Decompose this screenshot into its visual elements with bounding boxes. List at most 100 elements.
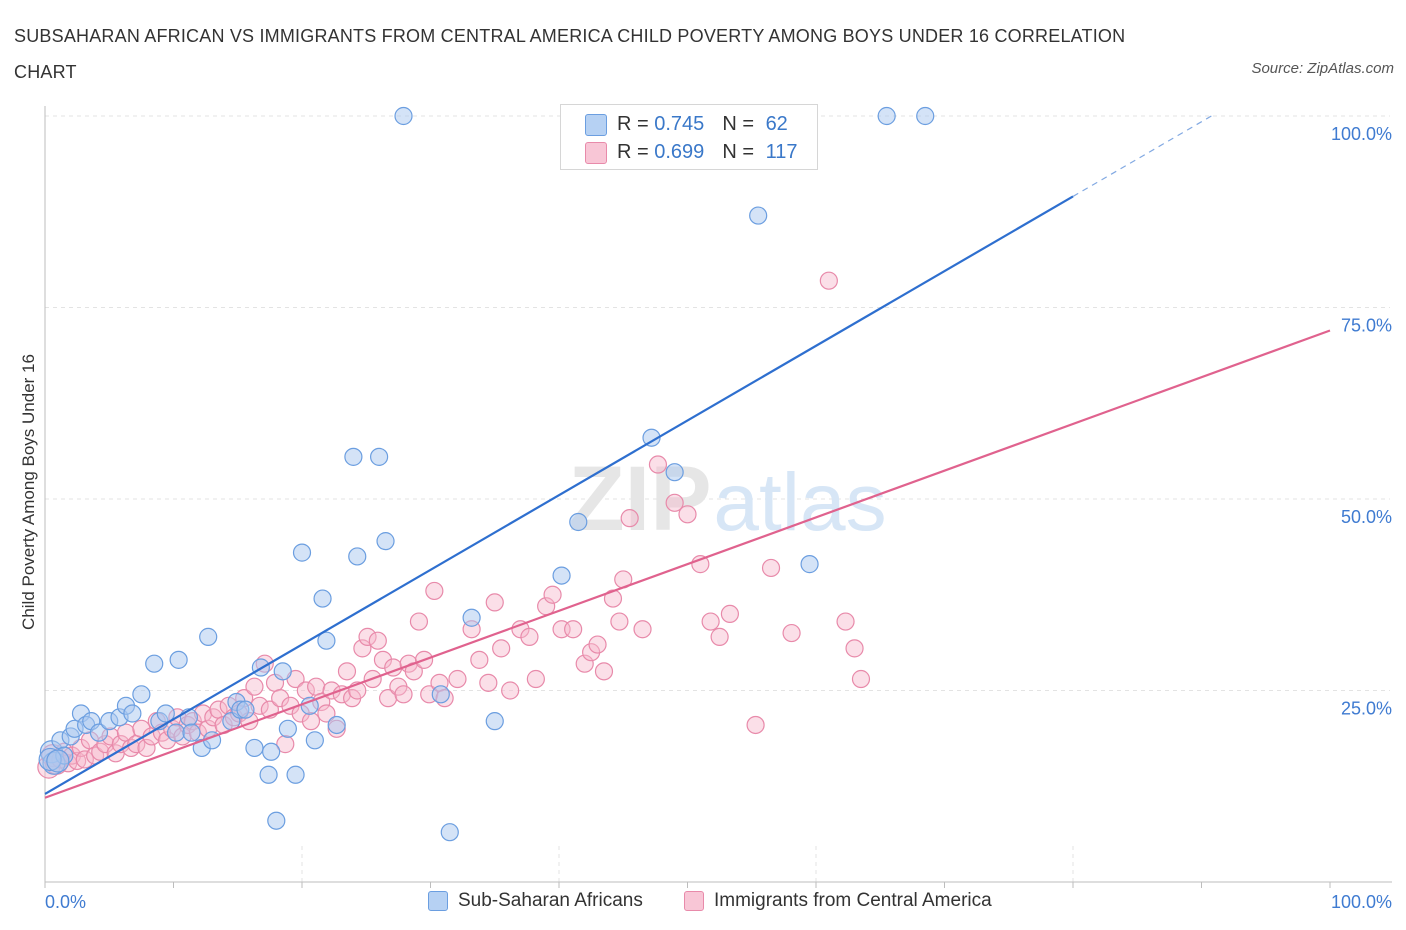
watermark: ZIP atlas [568,448,886,550]
data-point-subsaharan-africans [132,685,151,704]
data-point-immigrants-central-america [485,593,504,612]
data-point-subsaharan-africans [169,650,188,669]
r-value: 0.699 [654,141,705,164]
data-point-immigrants-central-america [588,635,607,654]
trend-line-subsaharan-africans [44,195,1074,795]
chart-title: SUBSAHARAN AFRICAN VS IMMIGRANTS FROM CE… [14,26,1126,82]
data-point-immigrants-central-america [575,654,594,673]
data-point-subsaharan-africans [286,765,305,784]
stats-legend-row-pink: R = 0.699 N = 117 [585,141,797,167]
data-point-immigrants-central-america [373,650,393,669]
data-point-subsaharan-africans [552,566,571,585]
watermark-atlas: atlas [713,457,886,548]
data-point-subsaharan-africans [916,106,935,126]
data-point-immigrants-central-america [492,639,511,658]
data-point-immigrants-central-america [610,612,629,631]
data-point-immigrants-central-america [819,271,838,290]
watermark-zip: ZIP [568,448,711,550]
bottom-legend-blue: Sub-Saharan Africans [428,890,643,912]
data-point-subsaharan-africans [376,532,395,551]
data-point-immigrants-central-america [501,681,520,700]
data-point-subsaharan-africans [245,738,264,758]
y-tick-label: 75.0% [1341,316,1392,336]
data-point-immigrants-central-america [836,612,855,631]
stats-legend: R = 0.745 N = 62 R = 0.699 N = 117 [560,104,818,170]
data-point-immigrants-central-america [448,669,467,689]
y-tick-label: 25.0% [1341,699,1392,719]
data-point-subsaharan-africans [199,627,218,646]
data-point-immigrants-central-america [317,704,336,723]
data-point-subsaharan-africans [305,731,324,750]
data-point-subsaharan-africans [145,654,164,673]
source-credit: Source: ZipAtlas.com [1251,60,1394,77]
data-point-immigrants-central-america [394,685,413,704]
data-point-subsaharan-africans [665,463,684,482]
data-point-subsaharan-africans [292,543,312,562]
data-point-immigrants-central-america [337,662,357,681]
data-point-immigrants-central-america [301,712,321,731]
data-point-immigrants-central-america [678,505,697,524]
data-point-subsaharan-africans [156,704,175,723]
data-point-subsaharan-africans [800,555,819,574]
data-point-immigrants-central-america [479,673,498,692]
data-point-subsaharan-africans [262,742,281,761]
data-point-immigrants-central-america [782,623,801,643]
data-point-subsaharan-africans [267,811,286,830]
data-point-subsaharan-africans [123,704,142,723]
data-point-subsaharan-africans [300,696,319,715]
data-point-subsaharan-africans [394,106,413,126]
n-label: N = [722,141,760,164]
bottom-legend-label: Immigrants from Central America [714,890,992,911]
data-point-immigrants-central-america [851,669,871,689]
data-point-subsaharan-africans [259,765,278,784]
data-point-immigrants-central-america [358,627,377,646]
tick-labels: 25.0% 50.0% 75.0% 100.0% 0.0% 100.0% [45,124,1392,912]
data-point-subsaharan-africans [462,608,481,627]
data-point-subsaharan-africans [273,662,292,681]
data-point-immigrants-central-america [701,612,720,631]
data-point-immigrants-central-america [710,627,729,646]
r-label: R = [617,141,655,164]
bottom-legend-label: Sub-Saharan Africans [458,890,643,911]
data-point-subsaharan-africans [440,823,459,842]
r-value: 0.745 [654,113,705,136]
data-point-immigrants-central-america [470,650,489,669]
data-point-immigrants-central-america [75,750,94,769]
data-point-immigrants-central-america [761,558,781,578]
data-point-immigrants-central-america [564,620,583,639]
data-point-immigrants-central-america [137,738,156,758]
data-point-immigrants-central-america [378,689,398,708]
data-point-immigrants-central-america [368,631,387,650]
data-point-immigrants-central-america [409,612,429,631]
trend-line-extension-subsaharan-africans [1072,113,1215,197]
bottom-legend-pink: Immigrants from Central America [684,890,992,912]
blue-swatch [585,113,607,136]
data-point-subsaharan-africans [278,719,297,738]
pink-swatch [684,891,704,911]
n-value: 62 [765,113,788,136]
data-point-immigrants-central-america [526,669,545,689]
n-value: 117 [765,141,798,164]
data-point-subsaharan-africans [485,712,504,731]
y-axis-label: Child Poverty Among Boys Under 16 [19,354,38,630]
data-point-subsaharan-africans [327,715,346,735]
data-point-subsaharan-africans [182,723,201,742]
data-point-subsaharan-africans [317,631,336,650]
data-point-subsaharan-africans [313,589,332,608]
data-point-immigrants-central-america [648,455,668,474]
data-point-immigrants-central-america [543,585,562,604]
data-point-immigrants-central-america [245,677,264,696]
data-point-subsaharan-africans [569,512,588,532]
trend-lines [44,113,1331,799]
data-point-immigrants-central-america [720,604,740,624]
data-point-immigrants-central-america [845,639,864,658]
data-point-immigrants-central-america [746,715,765,735]
blue-swatch [428,891,448,911]
data-point-immigrants-central-america [332,685,351,704]
data-point-subsaharan-africans [370,447,389,466]
data-point-subsaharan-africans [166,723,186,742]
data-point-subsaharan-africans [431,685,450,704]
y-tick-label: 100.0% [1331,124,1392,144]
data-point-immigrants-central-america [520,627,539,646]
